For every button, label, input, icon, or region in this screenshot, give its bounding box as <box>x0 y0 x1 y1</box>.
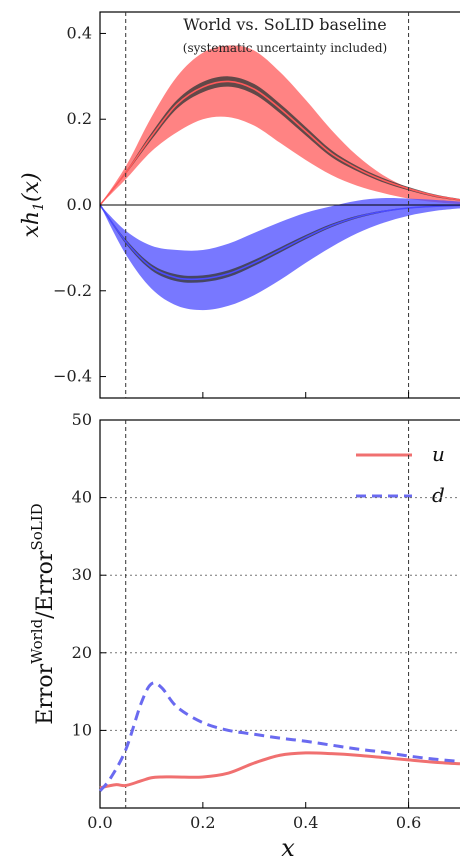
d-wide-band <box>100 198 460 311</box>
bottom-xtick-label-3: 0.6 <box>396 813 421 832</box>
bottom-xtick-label-2: 0.4 <box>293 813 318 832</box>
top-ytick-label-3: 0.2 <box>67 109 92 128</box>
top-y-axis-label: xh1(x) <box>19 172 47 237</box>
legend-d-label: d <box>432 483 445 507</box>
top-panel: World vs. SoLID baseline (systematic unc… <box>19 11 460 399</box>
series-d-line <box>98 681 460 792</box>
top-ytick-label-4: 0.4 <box>67 23 92 42</box>
top-ytick-label-2: 0.0 <box>67 195 92 214</box>
bottom-ytick-label-1: 20 <box>72 643 92 662</box>
bottom-x-axis-label: x <box>281 834 295 862</box>
bottom-ytick-label-3: 40 <box>72 488 92 507</box>
bottom-ytick-label-0: 10 <box>72 720 92 739</box>
d-central-line <box>99 204 460 281</box>
u-wide-band <box>100 45 460 206</box>
bottom-ytick-label-4: 50 <box>72 410 92 429</box>
bottom-y-axis-label: ErrorWorld/ErrorSoLID <box>28 503 58 724</box>
bottom-plot-frame <box>99 419 460 809</box>
top-bands <box>99 45 460 311</box>
series-u-line <box>99 751 460 790</box>
top-ytick-label-0: −0.4 <box>53 367 92 386</box>
bottom-xtick-label-0: 0.0 <box>87 813 112 832</box>
bottom-ytick-label-2: 30 <box>72 565 92 584</box>
legend-u-label: u <box>432 442 445 466</box>
bottom-xtick-label-1: 0.2 <box>190 813 215 832</box>
top-title: World vs. SoLID baseline <box>183 15 386 34</box>
u-central-line <box>99 80 460 206</box>
bottom-panel: ErrorWorld/ErrorSoLID x u d 10 20 30 40 50 0.… <box>28 410 460 862</box>
legend: u d <box>356 442 445 507</box>
u-narrow-band <box>100 76 460 205</box>
top-ytick-label-1: −0.2 <box>53 281 92 300</box>
top-subtitle: (systematic uncertainty included) <box>183 41 387 55</box>
